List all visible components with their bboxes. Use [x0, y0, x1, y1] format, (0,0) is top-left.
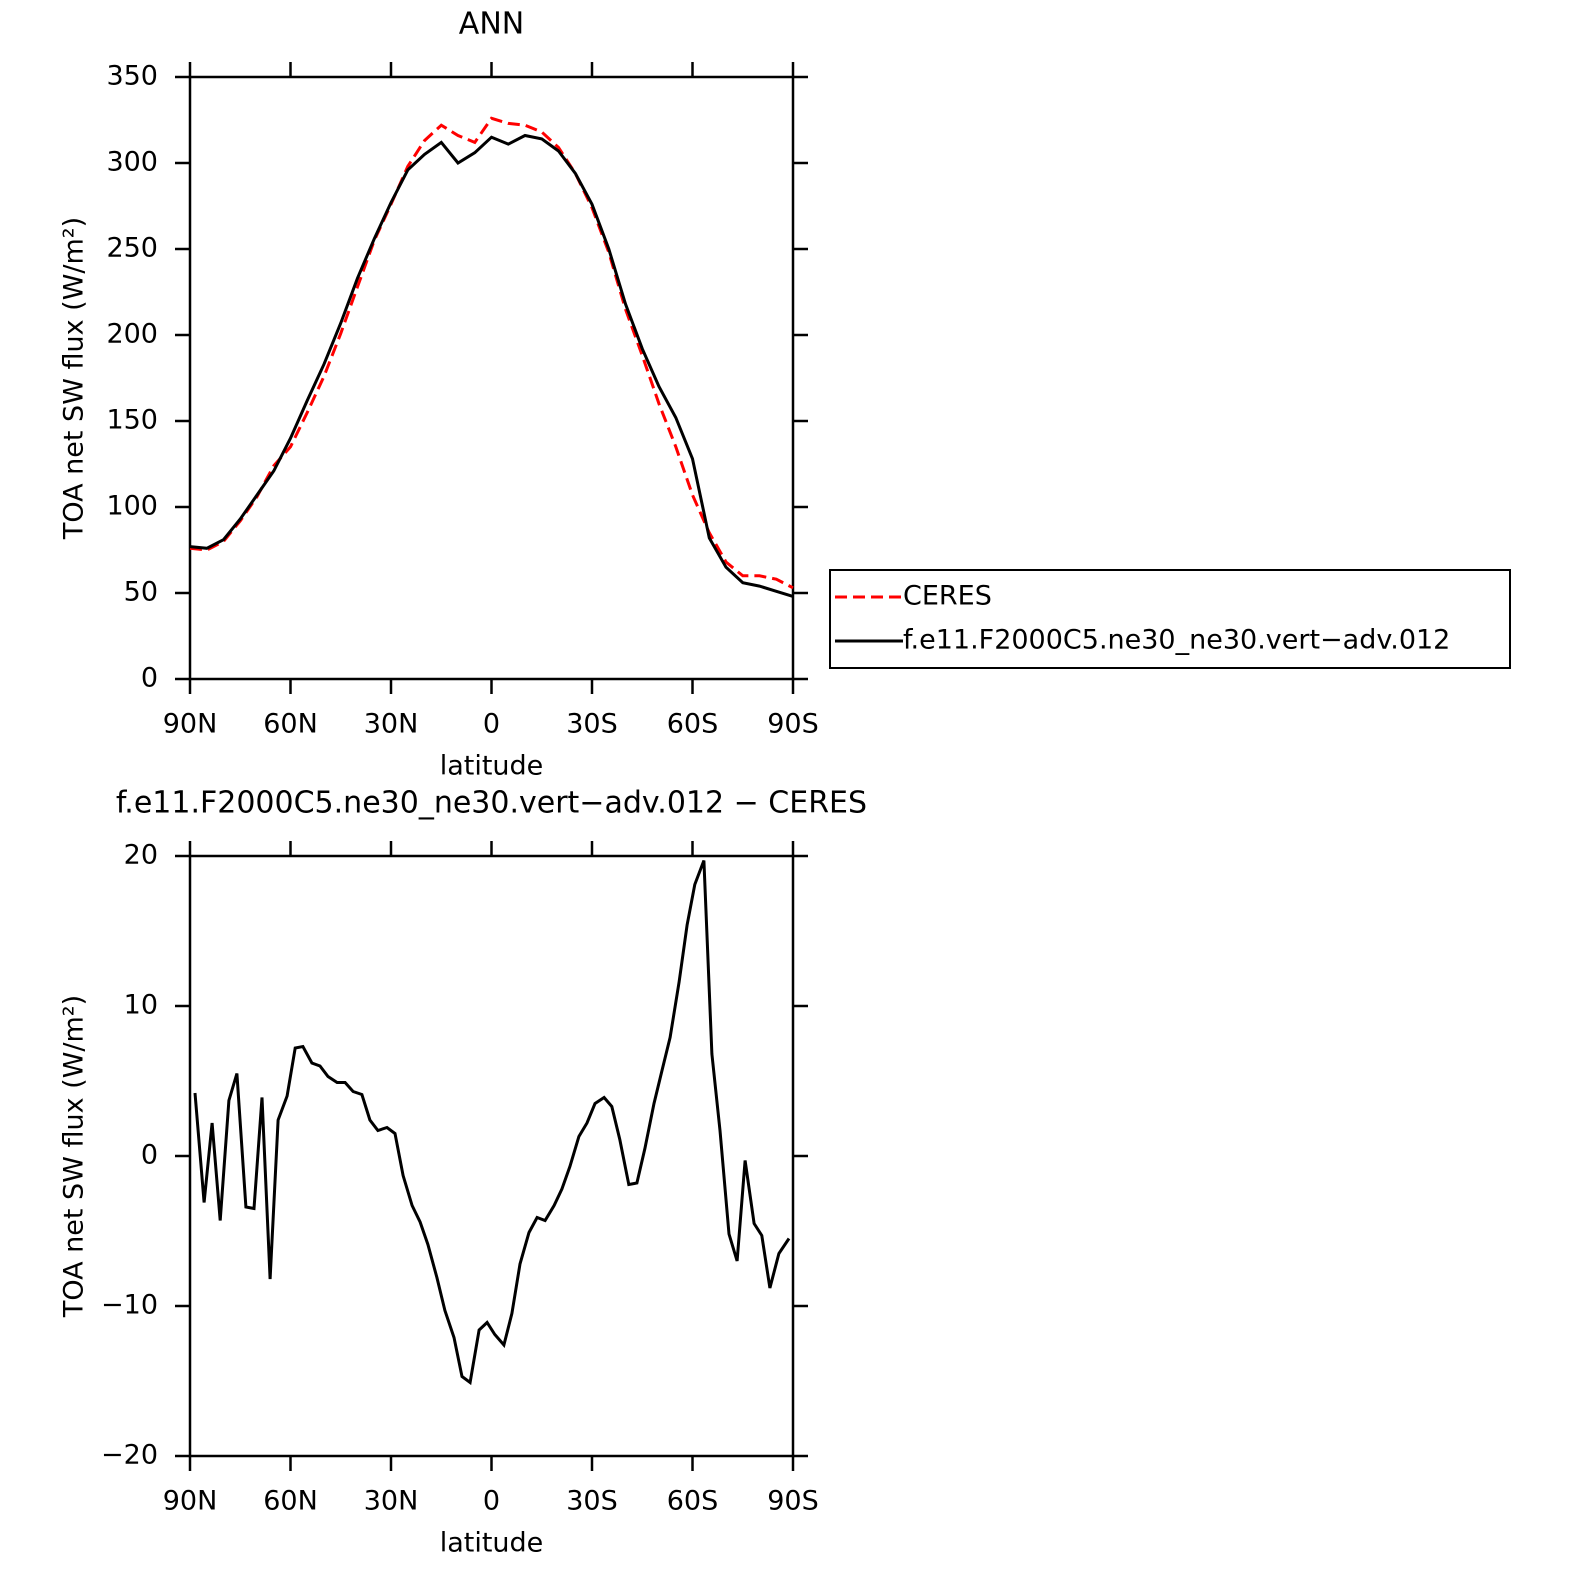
y-tick-label: 300: [106, 147, 158, 178]
y-tick-label: 350: [106, 61, 158, 92]
y-tick-label: 150: [106, 405, 158, 436]
x-tick-label: 60S: [667, 709, 719, 740]
x-tick-label: 30S: [566, 709, 618, 740]
x-tick-label: 0: [483, 709, 500, 740]
x-tick-label: 0: [483, 1486, 500, 1517]
x-tick-label: 90N: [163, 709, 218, 740]
data-line: [193, 859, 791, 1386]
x-tick-label: 60N: [263, 1486, 318, 1517]
y-axis-label: TOA net SW flux (W/m²): [59, 217, 90, 540]
data-line: [189, 116, 794, 590]
y-tick-label: −10: [101, 1290, 158, 1321]
y-tick-label: 200: [106, 319, 158, 350]
x-tick-label: 30N: [364, 1486, 419, 1517]
x-tick-label: 60N: [263, 709, 318, 740]
x-tick-label: 30N: [364, 709, 419, 740]
legend-label: f.e11.F2000C5.ne30_ne30.vert−adv.012: [903, 625, 1450, 656]
y-tick-label: 10: [124, 990, 158, 1021]
plot-frame: [188, 75, 795, 681]
y-tick-label: 20: [124, 840, 158, 871]
y-tick-label: 50: [124, 577, 158, 608]
y-tick-label: 100: [106, 491, 158, 522]
x-axis-label: latitude: [440, 1528, 544, 1559]
y-tick-label: 250: [106, 233, 158, 264]
legend-label: CERES: [903, 581, 992, 612]
data-line: [189, 133, 794, 598]
x-tick-label: 30S: [566, 1486, 618, 1517]
x-tick-label: 90S: [767, 709, 819, 740]
x-axis-label: latitude: [440, 751, 544, 782]
y-axis-label: TOA net SW flux (W/m²): [59, 995, 90, 1318]
y-tick-label: −20: [101, 1440, 158, 1471]
x-tick-label: 60S: [667, 1486, 719, 1517]
x-tick-label: 90N: [163, 1486, 218, 1517]
x-tick-label: 90S: [767, 1486, 819, 1517]
y-tick-label: 0: [141, 663, 158, 694]
chart-title: ANN: [459, 7, 524, 42]
y-tick-label: 0: [141, 1140, 158, 1171]
chart-title: f.e11.F2000C5.ne30_ne30.vert−adv.012 − C…: [116, 786, 867, 821]
plot-frame: [188, 854, 795, 1458]
legend-box: [829, 569, 1511, 669]
